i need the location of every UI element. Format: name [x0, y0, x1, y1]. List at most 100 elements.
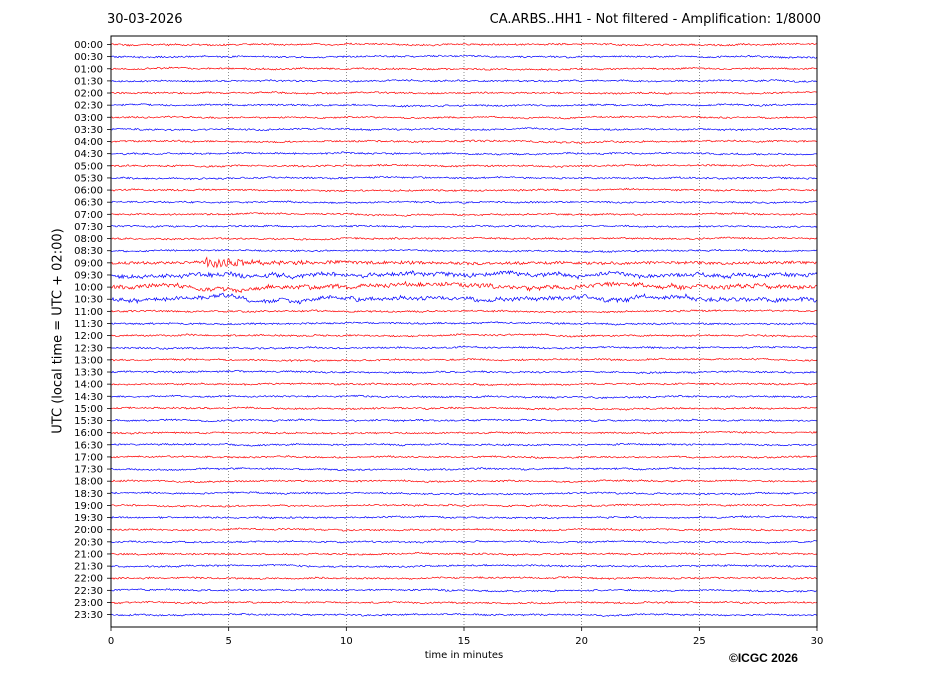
trace-0330	[110, 127, 818, 132]
plot-frame	[110, 35, 818, 628]
trace-1800	[110, 479, 818, 484]
y-tick-label: 11:00	[74, 307, 103, 318]
trace-1500	[110, 406, 818, 411]
y-tick-label: 20:00	[74, 525, 103, 536]
trace-1000	[110, 280, 818, 294]
trace-0200	[110, 90, 818, 95]
trace-2030	[110, 539, 818, 544]
trace-1730	[110, 467, 817, 472]
y-tick-label: 14:00	[74, 380, 103, 391]
y-tick-label: 15:00	[74, 404, 103, 415]
y-tick-label: 19:00	[74, 501, 103, 512]
trace-2000	[110, 527, 818, 532]
trace-1830	[110, 491, 818, 496]
y-tick-label: 13:00	[74, 355, 103, 366]
trace-1300	[110, 357, 818, 363]
trace-2100	[110, 551, 818, 557]
y-tick-label: 04:00	[74, 137, 103, 148]
trace-0130	[110, 79, 818, 83]
trace-0930	[110, 270, 818, 280]
y-tick-label: 08:00	[74, 234, 103, 245]
trace-1900	[110, 503, 818, 508]
y-tick-label: 00:00	[74, 40, 103, 51]
trace-2230	[110, 588, 818, 593]
y-tick-label: 02:00	[74, 89, 103, 100]
x-axis-label: time in minutes	[424, 650, 504, 661]
trace-1700	[110, 455, 818, 460]
copyright-label: ©ICGC 2026	[729, 651, 798, 665]
date-label: 30-03-2026	[107, 12, 183, 27]
y-tick-label: 16:30	[74, 440, 103, 451]
y-tick-label: 07:00	[74, 210, 103, 221]
y-tick-label: 18:30	[74, 489, 103, 500]
trace-2300	[110, 600, 818, 605]
trace-0830	[110, 248, 818, 254]
trace-0900	[110, 256, 818, 269]
y-tick-label: 14:30	[74, 392, 103, 403]
x-tick-label: 10	[340, 636, 353, 647]
x-tick-label: 30	[811, 636, 824, 647]
trace-0500	[110, 163, 818, 168]
x-tick-label: 15	[458, 636, 471, 647]
y-tick-label: 10:30	[74, 295, 103, 306]
x-tick-label: 5	[225, 636, 231, 647]
trace-1230	[110, 345, 818, 350]
y-tick-label: 23:00	[74, 598, 103, 609]
trace-1400	[110, 382, 818, 387]
trace-1600	[110, 430, 818, 435]
y-tick-label: 22:00	[74, 574, 103, 585]
trace-0700	[110, 212, 818, 217]
y-tick-label: 01:30	[74, 76, 103, 87]
y-tick-label: 05:00	[74, 161, 103, 172]
y-tick-label: 11:30	[74, 319, 103, 330]
y-tick-label: 17:00	[74, 452, 103, 463]
trace-0000	[110, 42, 818, 47]
trace-0230	[110, 103, 818, 108]
x-tick-label: 25	[693, 636, 706, 647]
y-tick-label: 13:30	[74, 368, 103, 379]
x-tick-label: 20	[575, 636, 588, 647]
y-tick-label: 15:30	[74, 416, 103, 427]
y-tick-label: 22:30	[74, 586, 103, 597]
trace-1330	[110, 369, 818, 375]
y-tick-label: 12:30	[74, 343, 103, 354]
y-tick-label: 20:30	[74, 537, 103, 548]
trace-0300	[110, 115, 818, 120]
trace-0030	[110, 54, 818, 59]
y-tick-label: 19:30	[74, 513, 103, 524]
trace-0730	[110, 224, 818, 229]
trace-0530	[110, 175, 818, 181]
y-tick-label: 17:30	[74, 465, 103, 476]
y-tick-label: 10:00	[74, 283, 103, 294]
y-tick-label: 12:00	[74, 331, 103, 342]
trace-0100	[110, 66, 817, 71]
y-tick-label: 21:30	[74, 562, 103, 573]
y-tick-label: 01:00	[74, 64, 103, 75]
y-tick-label: 06:30	[74, 198, 103, 209]
y-tick-label: 03:30	[74, 125, 103, 136]
y-tick-label: 09:30	[74, 270, 103, 281]
trace-1030	[110, 292, 818, 305]
x-tick-label: 0	[108, 636, 114, 647]
trace-0800	[110, 236, 818, 241]
trace-1430	[111, 394, 818, 399]
trace-1930	[110, 515, 818, 520]
trace-0400	[111, 139, 818, 145]
y-tick-label: 18:00	[74, 477, 103, 488]
y-tick-label: 03:00	[74, 113, 103, 124]
y-tick-label: 06:00	[74, 186, 103, 197]
y-tick-label: 07:30	[74, 222, 103, 233]
trace-1130	[110, 321, 818, 326]
y-tick-label: 16:00	[74, 428, 103, 439]
trace-1200	[110, 333, 818, 338]
y-tick-label: 08:30	[74, 246, 103, 257]
trace-2130	[110, 563, 818, 569]
chart-title: CA.ARBS..HH1 - Not filtered - Amplificat…	[489, 12, 821, 27]
trace-0430	[110, 151, 818, 156]
y-tick-label: 00:30	[74, 52, 103, 63]
trace-1100	[110, 309, 818, 314]
trace-0600	[110, 187, 818, 193]
y-tick-label: 02:30	[74, 101, 103, 112]
y-tick-label: 21:00	[74, 549, 103, 560]
